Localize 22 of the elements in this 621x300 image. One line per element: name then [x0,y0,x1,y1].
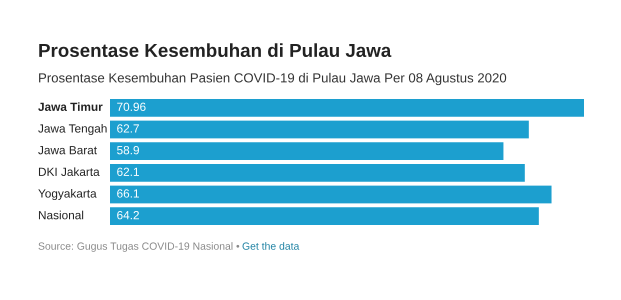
data-label: 62.1 [117,168,139,176]
data-label: 70.96 [117,102,146,111]
y-tick-label: Jawa Timur [38,102,103,111]
chart-subtitle: Prosentase Kesembuhan Pasien COVID-19 di Pulau Jawa Per 08 Agustus 2020 [39,72,506,86]
data-label: 58.9 [117,146,139,154]
bar [110,98,584,117]
data-label: 66.1 [117,189,139,198]
chart-title: Prosentase Kesembuhan di Pulau Jawa [39,43,392,58]
text: Get the data [242,242,300,250]
data-label: 62.7 [117,124,139,133]
bar [110,120,529,138]
source-note: Source: Gugus Tugas COVID-19 Nasional • [38,242,240,252]
bar [110,142,504,160]
y-tick-label: Jawa Barat [38,146,97,154]
y-tick-label: Jawa Tengah [38,124,107,136]
y-tick-label: Yogyakarta [38,188,97,200]
data-label: 64.2 [117,210,139,220]
bar [110,207,539,226]
y-tick-label: DKI Jakarta [38,167,100,176]
bar [110,164,525,182]
y-tick-label: Nasional [38,210,84,220]
bar [110,186,552,204]
